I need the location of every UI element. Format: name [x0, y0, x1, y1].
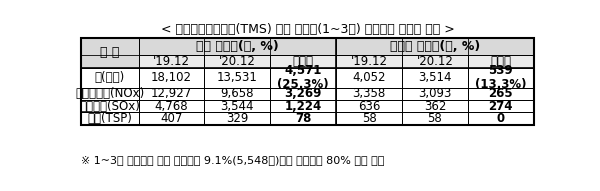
Text: 1,224: 1,224 [284, 100, 322, 112]
Bar [81, 88, 139, 100]
Text: 감축량: 감축량 [490, 55, 511, 68]
Text: 3,269: 3,269 [284, 87, 322, 100]
Bar [271, 112, 336, 125]
Text: 329: 329 [226, 112, 248, 125]
Bar [402, 100, 468, 112]
Bar [402, 55, 468, 68]
Bar [205, 88, 271, 100]
Bar [468, 68, 534, 88]
Text: < 굴뚝원격감시체계(TMS) 설치 사업장(1~3종) 오염물질 감축량 비교 >: < 굴뚝원격감시체계(TMS) 설치 사업장(1~3종) 오염물질 감축량 비교… [161, 23, 454, 36]
Text: 먼지(TSP): 먼지(TSP) [88, 112, 133, 125]
Bar [139, 100, 205, 112]
Text: 18,102: 18,102 [151, 71, 192, 84]
Text: 9,658: 9,658 [221, 87, 254, 100]
Bar [336, 55, 402, 68]
Text: 12,927: 12,927 [151, 87, 192, 100]
Text: '19.12: '19.12 [153, 55, 190, 68]
Text: 78: 78 [295, 112, 311, 125]
Text: '20.12: '20.12 [416, 55, 454, 68]
Text: '19.12: '19.12 [350, 55, 388, 68]
Bar [139, 88, 205, 100]
Bar [271, 68, 336, 88]
Bar [468, 100, 534, 112]
Bar [402, 68, 468, 88]
Bar [205, 55, 271, 68]
Text: 구 분: 구 분 [100, 46, 119, 59]
Bar [205, 68, 271, 88]
Bar [81, 100, 139, 112]
Text: 4,571
(25.3%): 4,571 (25.3%) [277, 64, 329, 91]
Text: 539
(13.3%): 539 (13.3%) [475, 64, 527, 91]
Text: 407: 407 [160, 112, 182, 125]
Bar [468, 55, 534, 68]
Text: 0: 0 [497, 112, 505, 125]
Text: 58: 58 [362, 112, 376, 125]
Bar [205, 112, 271, 125]
Text: 636: 636 [358, 100, 380, 112]
Text: 265: 265 [488, 87, 513, 100]
Bar [336, 100, 402, 112]
Bar [139, 112, 205, 125]
Bar [139, 68, 205, 88]
Text: 비협약 사업장(톤, %): 비협약 사업장(톤, %) [390, 40, 480, 53]
Bar [402, 112, 468, 125]
Bar [139, 38, 336, 55]
Bar [336, 68, 402, 88]
Text: 협약 사업장(톤, %): 협약 사업장(톤, %) [196, 40, 279, 53]
Text: 질소산화물(NOx): 질소산화물(NOx) [75, 87, 145, 100]
Text: 4,768: 4,768 [155, 100, 188, 112]
Text: 3,093: 3,093 [418, 87, 452, 100]
Text: 274: 274 [488, 100, 513, 112]
Text: 황산화물(SOx): 황산화물(SOx) [79, 100, 140, 112]
Bar [139, 55, 205, 68]
Text: 계(평균): 계(평균) [95, 71, 125, 84]
Text: 3,514: 3,514 [418, 71, 452, 84]
Text: 58: 58 [428, 112, 442, 125]
Bar [336, 38, 534, 55]
Bar [81, 112, 139, 125]
Text: 362: 362 [424, 100, 446, 112]
Bar [336, 88, 402, 100]
Bar [271, 88, 336, 100]
Bar [205, 100, 271, 112]
Bar [402, 88, 468, 100]
Bar [81, 38, 139, 68]
Text: ※ 1~3종 사업장은 전체 사업장의 9.1%(5,548개)이나 배출량은 80% 이상 차지: ※ 1~3종 사업장은 전체 사업장의 9.1%(5,548개)이나 배출량은 … [81, 155, 385, 165]
Text: 13,531: 13,531 [217, 71, 258, 84]
Bar [468, 112, 534, 125]
Bar [81, 38, 534, 125]
Text: 4,052: 4,052 [352, 71, 386, 84]
Text: 3,358: 3,358 [352, 87, 386, 100]
Bar [271, 55, 336, 68]
Text: 3,544: 3,544 [221, 100, 254, 112]
Text: '20.12: '20.12 [219, 55, 256, 68]
Bar [271, 100, 336, 112]
Bar [81, 68, 139, 88]
Bar [468, 88, 534, 100]
Text: 감축량: 감축량 [293, 55, 314, 68]
Bar [336, 112, 402, 125]
